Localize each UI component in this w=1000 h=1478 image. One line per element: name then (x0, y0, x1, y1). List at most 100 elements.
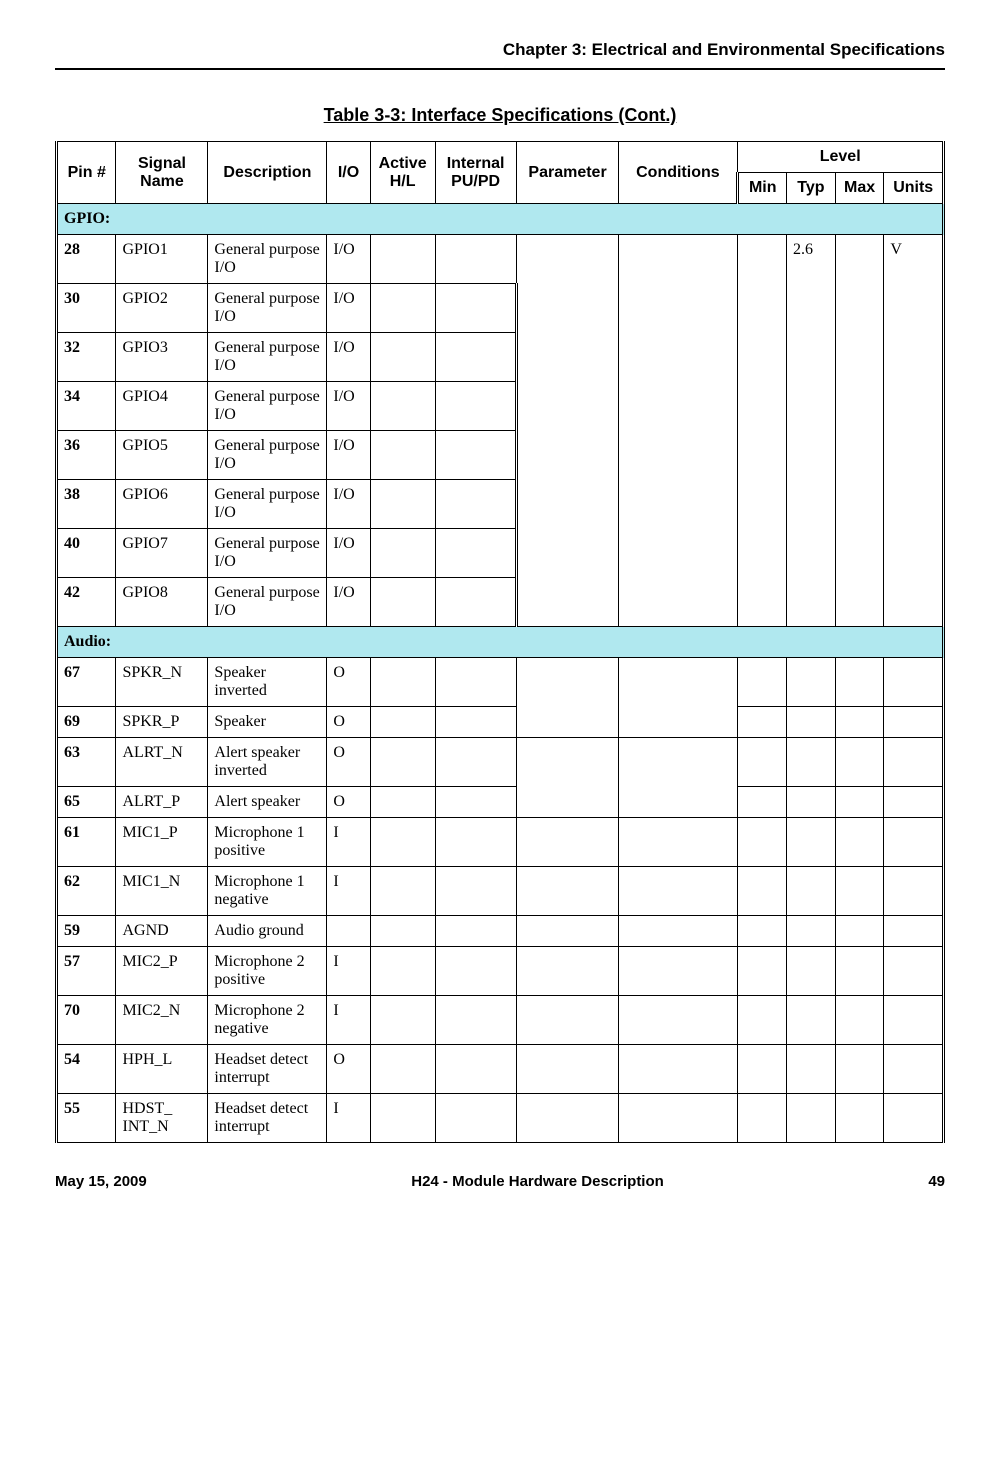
cell-units (884, 1094, 944, 1143)
cell-desc: Speaker inverted (208, 658, 327, 707)
cell-pupd (435, 658, 516, 707)
cell-min (738, 916, 787, 947)
cell-active (370, 235, 435, 284)
cell-pin: 55 (57, 1094, 116, 1143)
cell-conditions (619, 1045, 738, 1094)
table-row: 63ALRT_NAlert speaker invertedO (57, 738, 944, 787)
cell-pupd (435, 284, 516, 333)
cell-signal: HDST_ INT_N (116, 1094, 208, 1143)
cell-io: I (327, 947, 370, 996)
table-row: 67SPKR_NSpeaker invertedO (57, 658, 944, 707)
cell-parameter (516, 1045, 619, 1094)
cell-active (370, 787, 435, 818)
cell-desc: Headset detect inter­rupt (208, 1094, 327, 1143)
cell-pin: 70 (57, 996, 116, 1045)
table-title: Table 3-3: Interface Specifications (Con… (55, 105, 945, 126)
cell-signal: GPIO4 (116, 382, 208, 431)
cell-min (738, 867, 787, 916)
cell-parameter (516, 235, 619, 627)
section-gpio: GPIO: (57, 204, 944, 235)
cell-pin: 54 (57, 1045, 116, 1094)
cell-pupd (435, 916, 516, 947)
cell-pin: 69 (57, 707, 116, 738)
cell-signal: AGND (116, 916, 208, 947)
cell-pin: 57 (57, 947, 116, 996)
cell-active (370, 382, 435, 431)
cell-pin: 38 (57, 480, 116, 529)
cell-signal: GPIO7 (116, 529, 208, 578)
cell-parameter (516, 738, 619, 818)
cell-signal: SPKR_P (116, 707, 208, 738)
table-row: 28GPIO1General pur­pose I/OI/O2.6V (57, 235, 944, 284)
cell-signal: SPKR_N (116, 658, 208, 707)
table-row: 54HPH_LHeadset detect inter­ruptO (57, 1045, 944, 1094)
cell-max (835, 818, 884, 867)
cell-io: O (327, 1045, 370, 1094)
footer-doc: H24 - Module Hardware Description (411, 1173, 664, 1190)
cell-max (835, 867, 884, 916)
cell-units (884, 818, 944, 867)
chapter-header: Chapter 3: Electrical and Environmental … (55, 40, 945, 60)
cell-parameter (516, 916, 619, 947)
cell-io: I/O (327, 480, 370, 529)
cell-min (738, 1094, 787, 1143)
cell-signal: GPIO8 (116, 578, 208, 627)
cell-io: O (327, 787, 370, 818)
cell-signal: HPH_L (116, 1045, 208, 1094)
cell-max (835, 1045, 884, 1094)
table-row: 57MIC2_PMicrophone 2 positiveI (57, 947, 944, 996)
page-footer: May 15, 2009 H24 - Module Hardware Descr… (55, 1173, 945, 1190)
cell-parameter (516, 1094, 619, 1143)
cell-signal: MIC2_N (116, 996, 208, 1045)
cell-active (370, 333, 435, 382)
cell-typ (787, 738, 836, 787)
cell-signal: GPIO3 (116, 333, 208, 382)
cell-active (370, 916, 435, 947)
cell-signal: GPIO6 (116, 480, 208, 529)
cell-active (370, 578, 435, 627)
cell-pupd (435, 1045, 516, 1094)
cell-signal: GPIO5 (116, 431, 208, 480)
cell-desc: Microphone 2 negative (208, 996, 327, 1045)
cell-io: I (327, 818, 370, 867)
cell-active (370, 431, 435, 480)
cell-max (835, 658, 884, 707)
cell-pin: 67 (57, 658, 116, 707)
cell-pin: 32 (57, 333, 116, 382)
interface-spec-table: Pin # Signal Name Description I/O Active… (55, 141, 945, 1143)
cell-pupd (435, 578, 516, 627)
header-rule (55, 68, 945, 70)
table-row: 70MIC2_NMicrophone 2 negativeI (57, 996, 944, 1045)
cell-signal: MIC1_P (116, 818, 208, 867)
cell-conditions (619, 818, 738, 867)
cell-active (370, 480, 435, 529)
col-signal: Signal Name (116, 142, 208, 204)
cell-parameter (516, 947, 619, 996)
cell-pin: 34 (57, 382, 116, 431)
footer-date: May 15, 2009 (55, 1173, 147, 1190)
cell-desc: General pur­pose I/O (208, 235, 327, 284)
cell-typ (787, 787, 836, 818)
cell-io: I/O (327, 382, 370, 431)
cell-pin: 65 (57, 787, 116, 818)
cell-signal: ALRT_P (116, 787, 208, 818)
cell-active (370, 818, 435, 867)
cell-min (738, 707, 787, 738)
cell-pin: 28 (57, 235, 116, 284)
cell-pupd (435, 382, 516, 431)
cell-pupd (435, 996, 516, 1045)
cell-max (835, 235, 884, 627)
cell-pupd (435, 818, 516, 867)
section-audio-label: Audio: (57, 627, 944, 658)
cell-pin: 61 (57, 818, 116, 867)
cell-units (884, 658, 944, 707)
cell-parameter (516, 658, 619, 738)
cell-desc: General pur­pose I/O (208, 480, 327, 529)
cell-conditions (619, 996, 738, 1045)
cell-typ (787, 996, 836, 1045)
cell-pupd (435, 707, 516, 738)
cell-conditions (619, 1094, 738, 1143)
cell-desc: General pur­pose I/O (208, 382, 327, 431)
cell-active (370, 707, 435, 738)
cell-max (835, 738, 884, 787)
